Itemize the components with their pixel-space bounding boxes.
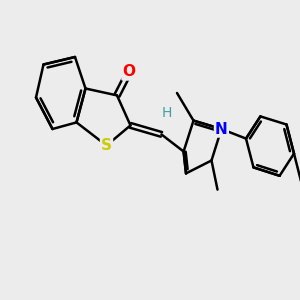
Text: N: N xyxy=(215,122,228,136)
Text: O: O xyxy=(122,64,136,80)
Text: S: S xyxy=(101,138,112,153)
Text: H: H xyxy=(161,106,172,120)
